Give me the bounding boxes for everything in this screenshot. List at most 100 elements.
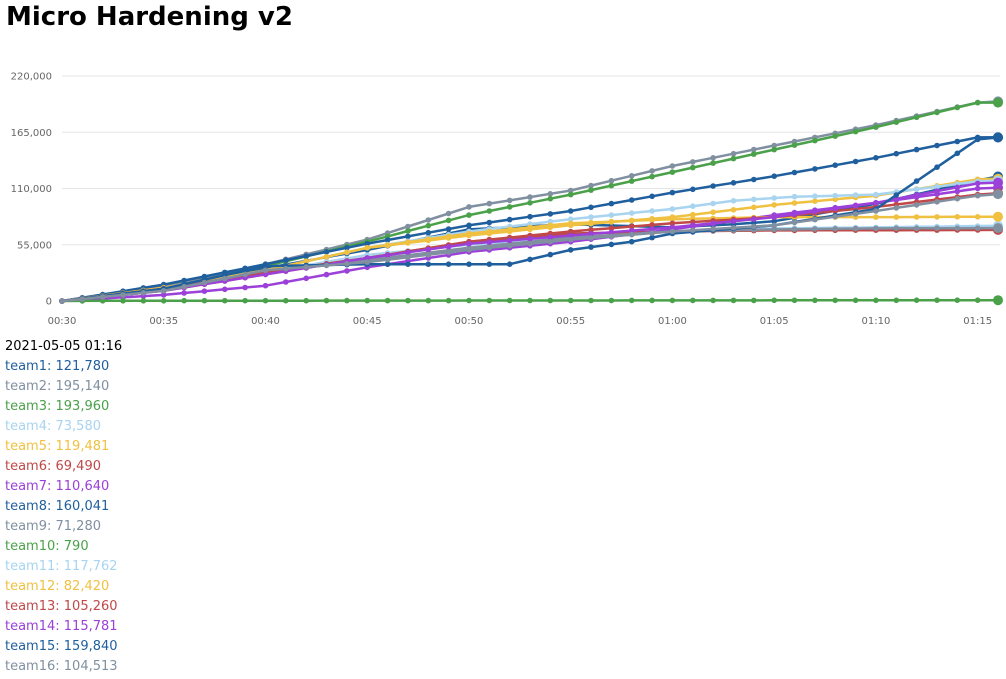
y-tick-label: 110,000 xyxy=(11,184,52,195)
legend-entry-team4: team4: 73,580 xyxy=(5,419,101,434)
series-point-team14 xyxy=(690,222,696,229)
series-point-team14 xyxy=(913,192,920,198)
series-point-team15 xyxy=(384,261,391,267)
series-point-team14 xyxy=(445,243,452,250)
series-point-team14 xyxy=(486,239,493,245)
series-point-team14 xyxy=(425,246,432,253)
series-point-team13 xyxy=(588,227,594,233)
series-point-team10 xyxy=(160,298,167,304)
series-endpoint-team9 xyxy=(993,223,1003,234)
series-endpoint-team10 xyxy=(993,295,1003,306)
series-point-team2 xyxy=(547,191,554,197)
series-point-team3 xyxy=(405,228,411,234)
series-point-team8 xyxy=(506,216,513,223)
x-tick-label: 00:50 xyxy=(455,316,484,327)
series-point-team3 xyxy=(425,222,432,229)
series-point-team12 xyxy=(669,216,676,222)
series-point-team3 xyxy=(567,191,574,198)
series-point-team14 xyxy=(364,255,371,261)
y-tick-label: 220,000 xyxy=(11,72,52,83)
series-point-team10 xyxy=(242,297,248,304)
series-point-team15 xyxy=(486,261,493,267)
page-title: Micro Hardening v2 xyxy=(6,2,293,32)
series-point-team12 xyxy=(893,214,900,220)
series-point-team3 xyxy=(710,160,716,166)
series-point-team3 xyxy=(873,124,879,130)
series-point-team16 xyxy=(303,264,310,270)
series-point-team15 xyxy=(262,263,269,269)
series-point-team2 xyxy=(608,177,615,184)
series-point-team14 xyxy=(466,240,472,247)
series-point-team16 xyxy=(405,254,411,260)
series-point-team10 xyxy=(384,297,391,304)
series-point-team15 xyxy=(934,164,940,170)
series-point-team12 xyxy=(506,226,513,233)
series-point-team10 xyxy=(628,297,635,304)
series-point-team11 xyxy=(690,203,696,209)
series-point-team3 xyxy=(730,155,737,162)
series-point-team8 xyxy=(405,233,411,240)
series-point-team10 xyxy=(323,297,330,304)
series-point-team16 xyxy=(649,230,655,236)
series-point-team8 xyxy=(323,249,330,255)
series-point-team7 xyxy=(974,185,981,192)
series-point-team8 xyxy=(669,189,676,196)
series-point-team16 xyxy=(283,265,289,272)
series-point-team16 xyxy=(791,219,798,226)
series-point-team7 xyxy=(262,282,269,289)
series-point-team14 xyxy=(974,180,981,187)
series-point-team5 xyxy=(710,209,716,215)
series-point-team14 xyxy=(262,271,269,278)
series-point-team8 xyxy=(852,158,859,165)
series-point-team11 xyxy=(588,214,594,220)
series-point-team12 xyxy=(364,245,371,251)
series-point-team12 xyxy=(344,249,350,256)
series-point-team14 xyxy=(384,252,391,258)
series-endpoint-team15 xyxy=(993,132,1003,143)
series-point-team3 xyxy=(445,217,452,224)
series-point-team10 xyxy=(669,297,676,304)
series-point-team16 xyxy=(954,195,961,202)
series-point-team14 xyxy=(710,220,716,227)
x-tick-label: 01:00 xyxy=(658,316,687,327)
series-point-team16 xyxy=(364,259,371,265)
series-point-team8 xyxy=(466,222,472,229)
series-point-team11 xyxy=(791,193,798,200)
series-point-team14 xyxy=(588,231,594,237)
y-tick-label: 0 xyxy=(46,297,52,308)
series-point-team2 xyxy=(445,210,452,217)
series-point-team12 xyxy=(486,228,493,235)
series-point-team3 xyxy=(893,119,900,125)
series-point-team11 xyxy=(751,196,757,203)
series-point-team14 xyxy=(934,188,940,194)
series-point-team16 xyxy=(527,240,533,247)
series-point-team10 xyxy=(425,297,432,304)
series-point-team7 xyxy=(303,275,310,282)
series-point-team16 xyxy=(323,262,330,269)
series-point-team12 xyxy=(384,242,391,248)
series-point-team10 xyxy=(344,297,350,304)
series-point-team16 xyxy=(79,296,86,302)
series-point-team8 xyxy=(344,245,350,251)
series-point-team16 xyxy=(751,223,757,230)
series-point-team16 xyxy=(547,238,554,245)
series-point-team10 xyxy=(649,297,655,304)
series-point-team7 xyxy=(201,288,208,294)
series-point-team15 xyxy=(974,136,981,143)
series-point-team8 xyxy=(710,183,716,189)
series-point-team16 xyxy=(913,202,920,208)
series-point-team3 xyxy=(527,200,533,206)
x-tick-label: 00:30 xyxy=(48,316,77,327)
series-point-team16 xyxy=(466,247,472,253)
series-point-team16 xyxy=(120,292,126,298)
series-point-team8 xyxy=(751,176,757,183)
series-point-team10 xyxy=(954,297,961,303)
series-point-team9 xyxy=(954,225,961,231)
legend-entry-team5: team5: 119,481 xyxy=(5,439,110,454)
series-point-team3 xyxy=(506,204,513,210)
series-point-team10 xyxy=(405,297,411,304)
series-point-team9 xyxy=(832,226,838,232)
series-point-team3 xyxy=(690,164,696,171)
series-point-team5 xyxy=(771,202,777,208)
series-point-team14 xyxy=(669,224,676,231)
